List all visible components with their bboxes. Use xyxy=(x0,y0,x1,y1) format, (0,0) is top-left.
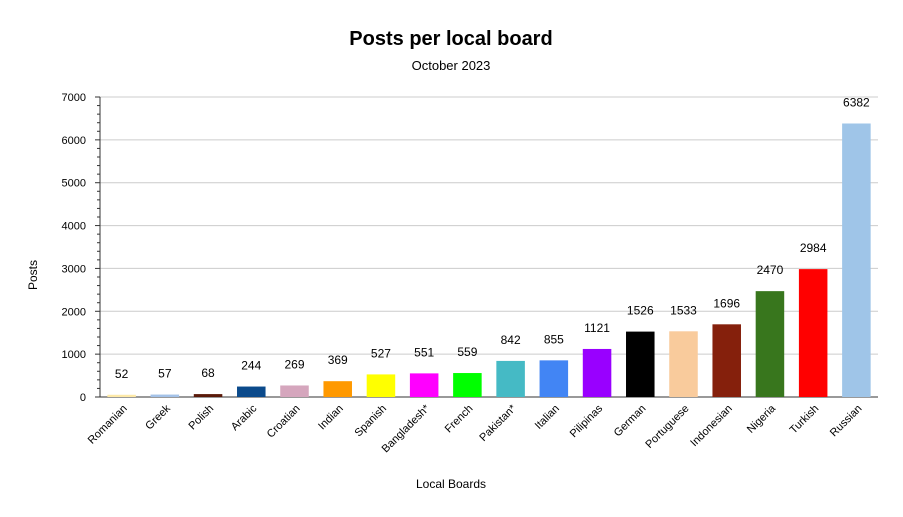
data-label: 2470 xyxy=(757,263,784,277)
x-tick-label: Turkish xyxy=(788,403,822,437)
data-label: 551 xyxy=(414,345,434,359)
data-label: 559 xyxy=(457,345,477,359)
bar-arabic xyxy=(237,386,266,397)
bar-greek xyxy=(150,394,180,397)
data-label: 369 xyxy=(328,353,348,367)
bar-bangladesh xyxy=(409,373,439,397)
bar-russian xyxy=(842,123,871,397)
data-label: 842 xyxy=(501,333,521,347)
y-tick-label: 7000 xyxy=(62,92,86,104)
data-label: 2984 xyxy=(800,241,827,255)
y-tick-label: 2000 xyxy=(62,306,86,318)
x-tick-label: Polish xyxy=(187,403,217,433)
y-tick-label: 0 xyxy=(80,392,86,404)
bar-polish xyxy=(193,394,223,397)
bar-spanish xyxy=(366,374,396,397)
x-axis-label: Local Boards xyxy=(416,477,486,491)
data-label: 52 xyxy=(115,367,129,381)
y-tick-label: 5000 xyxy=(62,178,86,190)
y-tick-label: 4000 xyxy=(62,221,86,233)
bar-french xyxy=(453,373,482,397)
bar-pakistan xyxy=(496,360,525,397)
x-tick-label: Nigeria xyxy=(745,402,779,436)
y-axis-ticks: 0 1000 2000 3000 4000 5000 6000 7000 xyxy=(62,92,101,404)
data-label: 1121 xyxy=(584,321,610,335)
y-tick-label: 3000 xyxy=(62,263,86,275)
x-tick-label: German xyxy=(612,403,649,440)
data-label: 6382 xyxy=(843,95,870,109)
y-tick-label: 6000 xyxy=(62,135,86,147)
data-label: 1533 xyxy=(670,303,697,317)
x-tick-label: Pakistan* xyxy=(477,402,519,444)
data-label: 269 xyxy=(284,357,304,371)
data-label: 244 xyxy=(241,359,261,373)
bar-romanian xyxy=(107,394,136,397)
x-tick-label: Indonesian xyxy=(688,403,735,450)
x-tick-label: Pilipinas xyxy=(568,402,606,440)
bar-indian xyxy=(323,381,352,397)
gridlines xyxy=(100,96,878,398)
x-axis-ticks: Romanian Greek Polish Arabic Croatian Indian S… xyxy=(86,402,865,455)
x-tick-label: Romanian xyxy=(86,403,130,447)
x-tick-label: Arabic xyxy=(229,402,260,433)
y-axis-label: Posts xyxy=(26,260,40,290)
data-label: 68 xyxy=(201,366,215,380)
data-label: 527 xyxy=(371,346,391,360)
x-tick-label: French xyxy=(443,403,476,436)
bar-german xyxy=(626,331,655,397)
x-tick-label: Portuguese xyxy=(643,403,691,451)
bar-nigeria xyxy=(755,291,785,397)
x-tick-label: Greek xyxy=(143,402,173,432)
chart-title: Posts per local board xyxy=(349,28,552,50)
data-label: 57 xyxy=(158,367,172,381)
bar-turkish xyxy=(798,269,828,397)
chart-subtitle: October 2023 xyxy=(412,58,491,73)
bar-portuguese xyxy=(669,331,698,397)
data-labels: 52 57 68 244 269 369 527 551 559 842 855 1121 1526 15… xyxy=(115,95,870,380)
x-tick-label: Russian xyxy=(828,403,865,440)
x-tick-label: Spanish xyxy=(352,403,389,440)
x-tick-label: Indian xyxy=(316,403,346,433)
x-tick-label: Croatian xyxy=(265,403,303,441)
bars xyxy=(107,123,871,397)
bar-italian xyxy=(539,360,569,397)
x-tick-label: Italian xyxy=(533,403,562,432)
y-tick-label: 1000 xyxy=(62,349,86,361)
data-label: 855 xyxy=(544,332,564,346)
data-label: 1696 xyxy=(713,296,740,310)
bar-croatian xyxy=(280,385,309,397)
data-label: 1526 xyxy=(627,304,654,318)
bar-indonesian xyxy=(712,324,741,397)
bar-pilipinas xyxy=(582,348,612,397)
